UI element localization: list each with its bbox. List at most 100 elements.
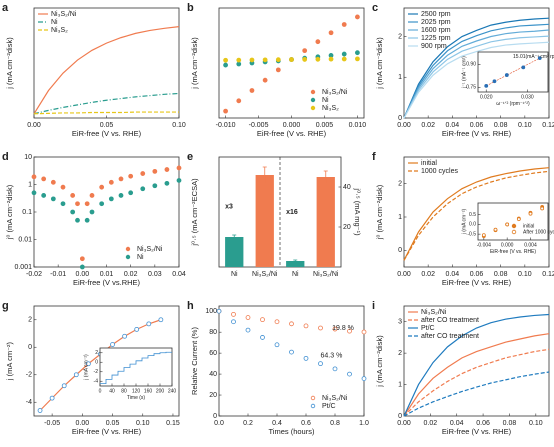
bar xyxy=(316,177,335,267)
legend-label: after CO treatment xyxy=(421,317,479,324)
y-axis-label: j (mA cm⁻²) xyxy=(461,208,467,235)
panel-letter: a xyxy=(2,2,9,14)
x-tick-label: 0.4 xyxy=(272,420,282,427)
point xyxy=(223,62,228,68)
x-axis-label: Time (s) xyxy=(127,395,145,401)
plot-frame xyxy=(477,202,549,241)
legend-label: 1600 rpm xyxy=(421,27,451,34)
line xyxy=(403,17,550,119)
error-bar xyxy=(232,234,237,239)
point xyxy=(108,179,114,185)
y-tick-label: -2 xyxy=(26,372,32,379)
x-tick-label: 200 xyxy=(156,388,165,394)
point xyxy=(289,57,294,62)
x-tick-label: 0.08 xyxy=(494,271,508,278)
x-axis-label: EiR-free (V vs.RHE) xyxy=(73,278,141,287)
legend-marker xyxy=(511,229,517,235)
x-tick-label: 160 xyxy=(144,388,153,394)
y-tick-label: 80 xyxy=(209,329,217,336)
x-axis-label: EiR-free (V vs. RHE) xyxy=(257,129,327,138)
line xyxy=(100,351,172,385)
point xyxy=(75,217,80,223)
x-axis-label: Times (hours) xyxy=(269,427,315,436)
y2-tick-label: 40 xyxy=(343,184,351,191)
panel: b -0.010 -0.005 0.000 0.005 0.010 EiR-free (V … xyxy=(187,2,366,138)
x-tick-label: 0.00 xyxy=(397,420,411,427)
line xyxy=(33,92,180,115)
y-tick-label: 100 xyxy=(205,308,217,315)
point xyxy=(110,342,115,347)
point xyxy=(521,65,526,70)
x-tick-label: 0.06 xyxy=(476,420,490,427)
panel: c 0.00 0.02 0.04 0.06 0.08 0.10 0.12 0 1 2 EiR-free… xyxy=(372,2,554,138)
x-tick-label: Ni xyxy=(231,271,238,278)
x-axis-label: EiR-free (V vs. RHE) xyxy=(72,129,142,138)
x-tick-label: 0.00 xyxy=(76,420,90,427)
annotation: 64.3 % xyxy=(321,352,343,359)
legend-label: Ni₃S₂/Ni xyxy=(322,89,348,96)
x-tick-label: 0.02 xyxy=(421,122,435,129)
legend-label: After 1000 cycles xyxy=(523,229,554,235)
legend-label: Ni₃S₂/Ni xyxy=(137,246,163,253)
x-tick-label: 0.06 xyxy=(470,122,484,129)
x-tick-label: 0.12 xyxy=(542,122,554,129)
x-tick-label: 0.000 xyxy=(501,242,514,248)
legend-label: 2025 rpm xyxy=(421,19,451,26)
y-tick-label: 1 xyxy=(28,181,32,188)
x-tick-label: 0.6 xyxy=(301,420,311,427)
y-tick-label: 0.1 xyxy=(22,209,32,216)
point xyxy=(245,315,251,320)
x-tick-label: 0.02 xyxy=(421,271,435,278)
point xyxy=(341,56,347,62)
point xyxy=(493,227,498,232)
point xyxy=(84,217,90,223)
point xyxy=(355,50,360,56)
x-tick-label: 1.0 xyxy=(359,420,369,427)
legend-label: Pt/C xyxy=(421,325,435,332)
y2-tick-label: 20 xyxy=(343,224,351,231)
x-axis-label: EiR-free (V vs. RHE) xyxy=(442,278,512,287)
point xyxy=(245,327,251,333)
point xyxy=(164,167,170,172)
plot-frame xyxy=(218,305,365,417)
x-tick-label: 240 xyxy=(168,388,177,394)
x-tick-label: 0.10 xyxy=(518,122,532,129)
y-axis-label: j (mA cm⁻²) xyxy=(83,354,89,381)
legend-marker xyxy=(125,246,131,252)
point xyxy=(60,184,66,190)
y-tick-label: 0.001 xyxy=(14,264,32,271)
line xyxy=(403,348,550,417)
point xyxy=(164,180,170,186)
legend-label: Ni xyxy=(137,254,144,261)
line xyxy=(403,35,550,119)
legend-marker xyxy=(310,105,316,111)
point xyxy=(79,256,85,262)
x-tick-label: 0.02 xyxy=(424,420,438,427)
point xyxy=(361,329,367,335)
point xyxy=(315,56,321,62)
x-tick-label: 0.10 xyxy=(136,420,150,427)
panel: f 0.00 0.02 0.04 0.06 0.08 0.10 0.12 0 1 2 EiR-free… xyxy=(372,151,554,287)
y-axis-label: j⁻¹ (mA⁻¹ cm²) xyxy=(461,56,467,89)
legend-marker xyxy=(310,395,316,401)
x-tick-label: 0.2 xyxy=(243,420,253,427)
point xyxy=(231,319,236,325)
y-tick-label: 0.90 xyxy=(466,62,476,68)
x-tick-label: -0.005 xyxy=(249,122,269,129)
point xyxy=(355,14,360,20)
panel-letter: i xyxy=(372,300,375,312)
point xyxy=(355,56,360,62)
point xyxy=(134,326,140,332)
annotation: 19.8 % xyxy=(332,325,354,332)
x-tick-label: Ni₃S₂/Ni xyxy=(252,271,278,278)
point xyxy=(328,30,334,36)
inset-bg xyxy=(100,348,172,386)
y-tick-label: 2 xyxy=(398,33,402,40)
error-bar xyxy=(323,170,328,183)
point xyxy=(146,321,152,327)
point xyxy=(318,361,323,367)
legend-label: Ni₃S₂/Ni xyxy=(421,309,447,316)
x-tick-label: 0.04 xyxy=(446,122,460,129)
y-axis-label: j⁰·⁵ (mA cm⁻²ECSA) xyxy=(190,178,199,247)
point xyxy=(275,67,281,73)
